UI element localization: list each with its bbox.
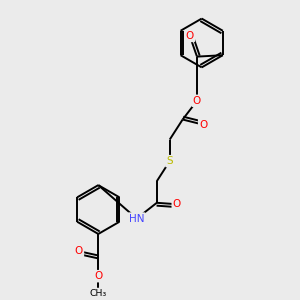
Text: HN: HN: [129, 214, 144, 224]
Text: S: S: [167, 156, 173, 166]
Text: O: O: [75, 246, 83, 256]
Text: O: O: [186, 31, 194, 41]
Text: O: O: [94, 271, 102, 281]
Text: O: O: [173, 199, 181, 209]
Text: O: O: [193, 96, 201, 106]
Text: CH₃: CH₃: [90, 289, 107, 298]
Text: O: O: [199, 120, 207, 130]
